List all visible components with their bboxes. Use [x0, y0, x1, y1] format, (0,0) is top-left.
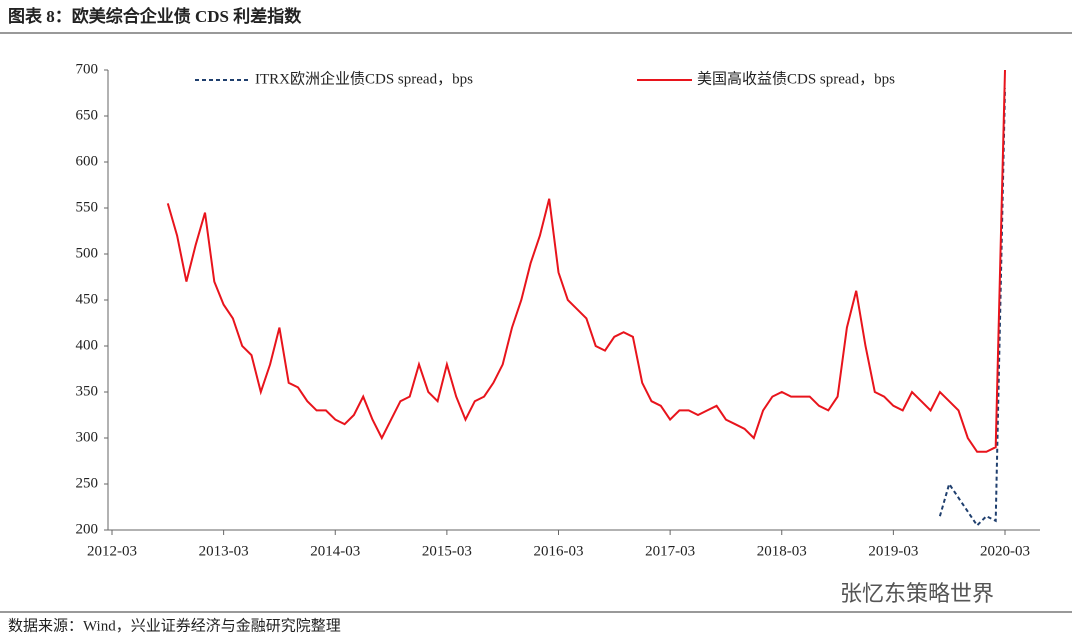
chart-title: 图表 8：欧美综合企业债 CDS 利差指数 [8, 6, 302, 26]
x-tick-label: 2015-03 [422, 543, 472, 559]
y-tick-label: 350 [76, 383, 99, 399]
x-tick-label: 2019-03 [868, 543, 918, 559]
x-tick-label: 2014-03 [310, 543, 360, 559]
y-tick-label: 650 [76, 107, 99, 123]
y-tick-label: 500 [76, 245, 99, 261]
legend-label: 美国高收益债CDS spread，bps [697, 70, 895, 87]
x-tick-label: 2017-03 [645, 543, 695, 559]
x-tick-label: 2020-03 [980, 543, 1030, 559]
x-tick-label: 2012-03 [87, 543, 137, 559]
x-tick-label: 2013-03 [199, 543, 249, 559]
watermark: 张忆东策略世界 [840, 581, 994, 606]
y-tick-label: 450 [76, 291, 99, 307]
y-tick-label: 700 [76, 61, 99, 77]
series-line [166, 69, 1006, 453]
source-note: 数据来源：Wind，兴业证券经济与金融研究院整理 [8, 616, 341, 634]
series-line [938, 88, 1006, 527]
y-tick-label: 550 [76, 199, 99, 215]
x-tick-label: 2016-03 [534, 543, 584, 559]
y-tick-label: 300 [76, 429, 99, 445]
y-tick-label: 250 [76, 475, 99, 491]
y-tick-label: 600 [76, 153, 99, 169]
y-tick-label: 200 [76, 521, 99, 537]
legend-label: ITRX欧洲企业债CDS spread，bps [255, 69, 473, 87]
y-tick-label: 400 [76, 337, 99, 353]
x-tick-label: 2018-03 [757, 543, 807, 559]
